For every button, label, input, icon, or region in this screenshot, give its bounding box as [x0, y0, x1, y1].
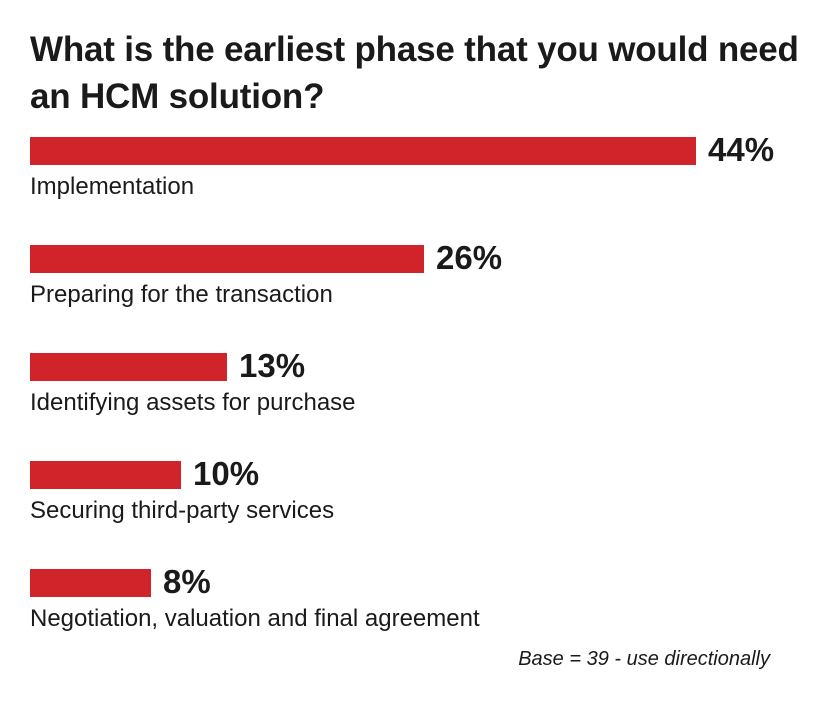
bar	[30, 137, 696, 165]
category-label: Preparing for the transaction	[30, 281, 333, 308]
value-label: 26%	[436, 239, 503, 276]
bar	[30, 353, 227, 381]
chart-footnote: Base = 39 - use directionally	[518, 648, 770, 670]
bar	[30, 569, 151, 597]
category-label: Identifying assets for purchase	[30, 389, 356, 416]
bar	[30, 461, 181, 489]
value-label: 8%	[163, 563, 211, 600]
chart-title: What is the earliest phase that you woul…	[30, 30, 799, 116]
category-label: Securing third-party services	[30, 497, 335, 524]
bar	[30, 245, 424, 273]
category-label: Implementation	[30, 173, 195, 200]
value-label: 13%	[239, 347, 306, 384]
category-label: Negotiation, valuation and final agreeme…	[30, 605, 480, 632]
value-label: 10%	[193, 455, 260, 492]
value-label: 44%	[708, 131, 775, 168]
